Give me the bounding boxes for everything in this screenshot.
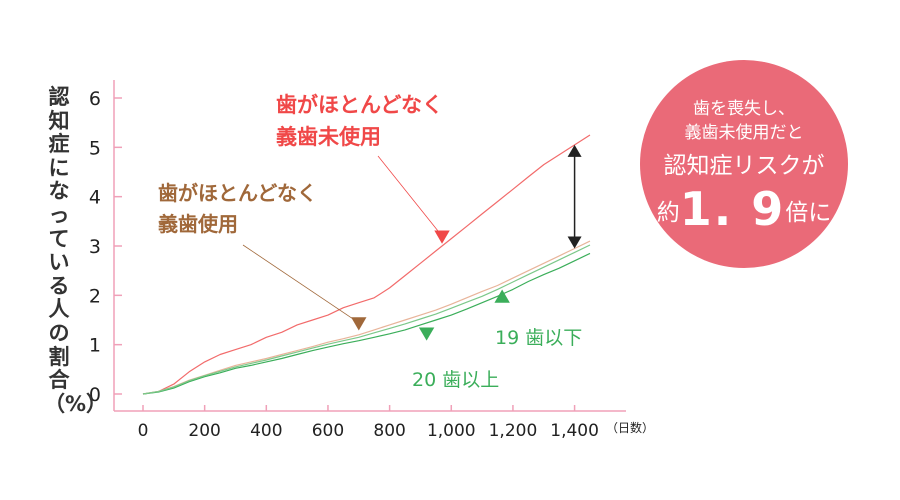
gap-marker-arrowhead-top bbox=[567, 144, 582, 157]
annotation-label-3: 20 歯以上 bbox=[412, 369, 499, 391]
series-lines bbox=[142, 134, 591, 395]
x-tick-label: 600 bbox=[312, 421, 344, 441]
annotation-label-1: 歯がほとんどなく bbox=[158, 181, 317, 205]
x-tick-label: 0 bbox=[138, 421, 149, 441]
callout-line-1: 歯を喪失し、 bbox=[693, 99, 795, 119]
y-tick-label: 2 bbox=[89, 285, 101, 307]
callout-ratio: 1. 9 bbox=[679, 182, 786, 236]
annotation-arrowhead bbox=[418, 327, 435, 341]
callout-times: 倍に bbox=[785, 200, 832, 226]
x-tick-label: 1,200 bbox=[489, 421, 538, 441]
y-tick-label: 1 bbox=[89, 335, 101, 357]
series-line-0 bbox=[142, 134, 591, 395]
x-tick-label: 800 bbox=[373, 421, 405, 441]
y-tick-label: 6 bbox=[89, 88, 101, 110]
series-line-1 bbox=[142, 240, 591, 395]
annotation-arrowhead bbox=[351, 317, 367, 331]
callout-line-2: 義歯未使用だと bbox=[684, 123, 804, 143]
x-axis-unit-label: （日数） bbox=[606, 420, 654, 435]
callout-line-4: 約1. 9倍に bbox=[640, 182, 848, 236]
x-tick-label: 1,000 bbox=[427, 421, 476, 441]
annotation-label-2: 19 歯以下 bbox=[495, 327, 582, 349]
annotation-label-0: 義歯未使用 bbox=[276, 125, 381, 149]
gap-marker-arrowhead-bottom bbox=[567, 236, 582, 249]
y-tick-label: 0 bbox=[89, 384, 101, 406]
chart-axes bbox=[113, 80, 626, 412]
annotation-arrowhead bbox=[434, 230, 450, 244]
tick-labels: 0 1 2 3 4 5 6 0 200 400 600 800 1,000 1,200 1,400 （日数） bbox=[89, 88, 654, 441]
y-tick-label: 3 bbox=[89, 236, 101, 258]
annotation-leader-line bbox=[377, 155, 443, 237]
annotation-label-1: 義歯使用 bbox=[158, 212, 238, 236]
annotation-label-0: 歯がほとんどなく bbox=[276, 93, 443, 117]
callout-line-3: 認知症リスクが bbox=[663, 153, 825, 179]
y-axis-label: 認知症になっている人の割合（%） bbox=[44, 85, 108, 416]
series-line-2 bbox=[142, 252, 591, 395]
y-tick-label: 4 bbox=[89, 187, 101, 209]
x-tick-label: 200 bbox=[188, 421, 220, 441]
x-tick-label: 1,400 bbox=[550, 421, 599, 441]
y-tick-label: 5 bbox=[89, 137, 101, 159]
x-tick-label: 400 bbox=[250, 421, 282, 441]
callout-approx: 約 bbox=[656, 200, 680, 226]
series-line-3 bbox=[142, 244, 591, 395]
risk-callout-badge: 歯を喪失し、 義歯未使用だと 認知症リスクが 約1. 9倍に bbox=[640, 60, 848, 268]
annotation-leader-line bbox=[242, 244, 360, 324]
annotation-marks bbox=[242, 144, 582, 341]
annotation-arrowhead bbox=[494, 289, 510, 303]
